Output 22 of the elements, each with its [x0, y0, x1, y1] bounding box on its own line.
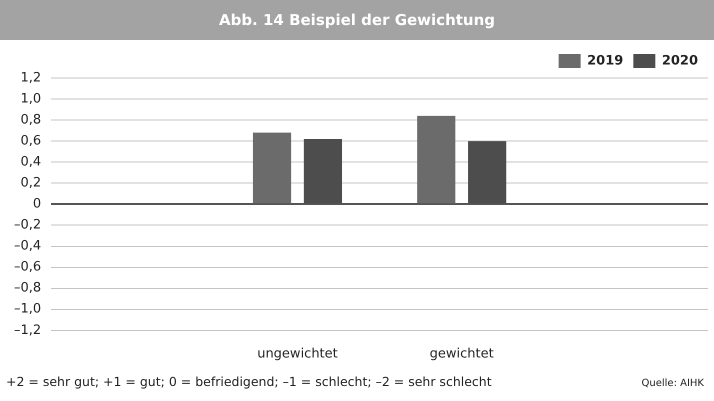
y-tick-label: –0,2 — [14, 218, 42, 233]
y-tick-label: –0,8 — [14, 280, 42, 296]
y-tick-label: 0,6 — [20, 133, 42, 148]
y-tick-label: –0,6 — [14, 260, 42, 275]
y-tick-label: –1,0 — [14, 302, 42, 317]
y-tick-label: 1,0 — [20, 91, 42, 106]
y-tick-label: 0 — [32, 196, 42, 212]
legend-label: 2019 — [587, 53, 624, 68]
y-tick-label: 0,2 — [20, 176, 42, 191]
x-tick-label: gewichtet — [430, 346, 494, 362]
y-tick-label: –1,2 — [14, 322, 42, 338]
source-note: Quelle: AIHK — [642, 378, 704, 389]
y-tick-label: 0,8 — [20, 112, 42, 128]
bar — [417, 116, 456, 204]
text: +2 = sehr gut; +1 = gut; 0 = befriedigend; –1 = schlecht; –2 = sehr schlecht — [6, 374, 492, 389]
y-tick-label: –0,4 — [14, 238, 42, 254]
chart-title: Abb. 14 Beispiel der Gewichtung — [0, 0, 714, 40]
bar — [252, 132, 292, 204]
y-tick-label: 1,2 — [20, 70, 42, 86]
legend-label: 2020 — [662, 53, 698, 68]
y-tick-label: 0,4 — [20, 154, 42, 170]
x-tick-label: ungewichtet — [257, 346, 338, 362]
